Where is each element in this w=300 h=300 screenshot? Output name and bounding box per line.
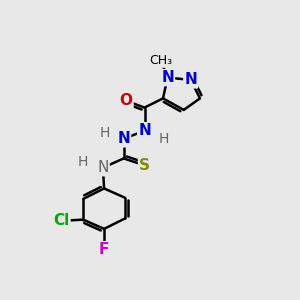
Text: H: H xyxy=(100,126,110,140)
Text: H: H xyxy=(159,132,169,146)
Text: CH₃: CH₃ xyxy=(149,54,172,67)
Text: Cl: Cl xyxy=(53,213,70,228)
Text: F: F xyxy=(99,242,109,257)
Text: O: O xyxy=(119,93,133,108)
Text: H: H xyxy=(78,155,88,169)
Text: S: S xyxy=(139,158,150,173)
Text: N: N xyxy=(161,70,174,85)
Text: N: N xyxy=(97,160,109,175)
Text: N: N xyxy=(138,123,151,138)
Text: N: N xyxy=(117,131,130,146)
Text: N: N xyxy=(184,72,197,87)
